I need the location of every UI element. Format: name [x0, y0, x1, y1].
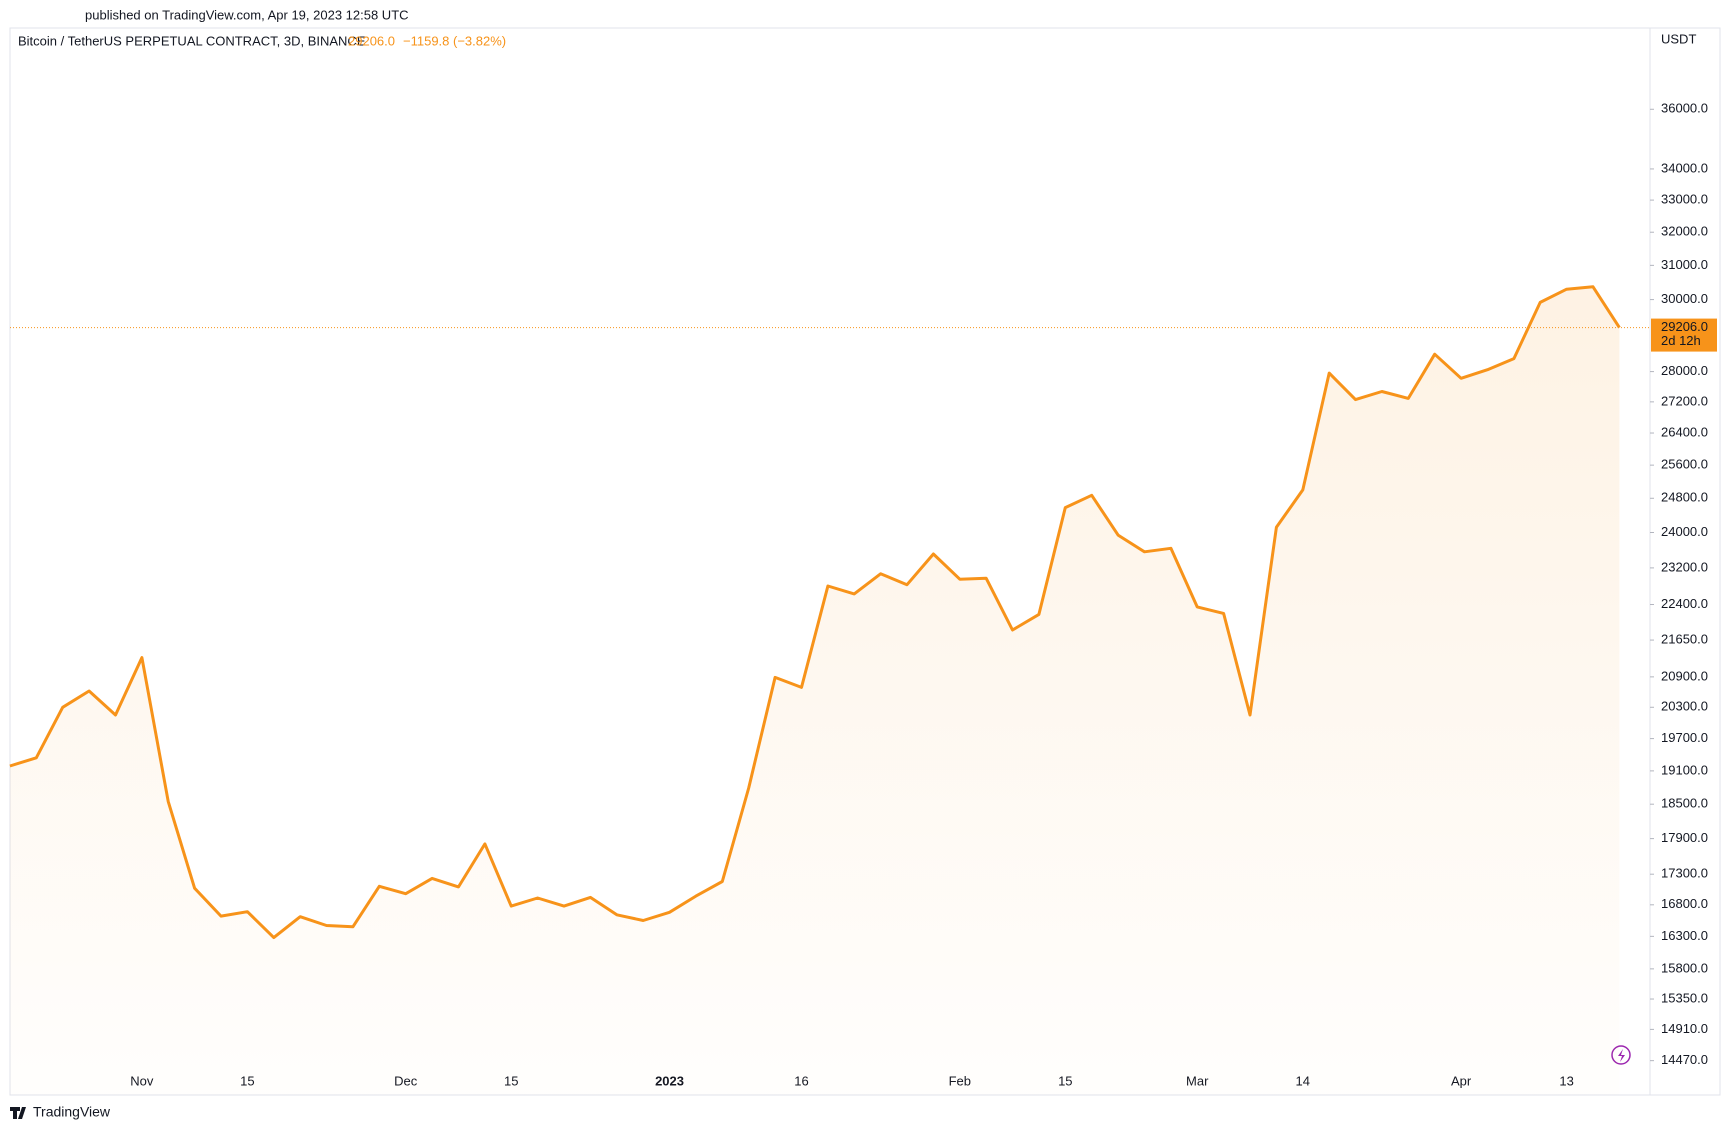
y-tick-label: 22400.0 — [1661, 596, 1708, 611]
y-tick-label: 15800.0 — [1661, 960, 1708, 975]
y-tick-label: 18500.0 — [1661, 796, 1708, 811]
y-tick-label: 21650.0 — [1661, 632, 1708, 647]
y-tick-label: 25600.0 — [1661, 457, 1708, 472]
price-line — [9, 285, 1621, 940]
legend-price: 29206.0 — [348, 33, 395, 48]
y-tick-label: 17900.0 — [1661, 830, 1708, 845]
y-tick-label: 32000.0 — [1661, 224, 1708, 239]
y-tick-label: 23200.0 — [1661, 559, 1708, 574]
y-tick-label: 16300.0 — [1661, 928, 1708, 943]
y-axis: 38000.0 36000.0 34000.0 33000.0 32000.0 31000… — [1650, 44, 1708, 1067]
brand-logo — [10, 1107, 26, 1119]
y-tick-label: 33000.0 — [1661, 192, 1708, 207]
y-tick-label: 20900.0 — [1661, 668, 1708, 683]
y-tick-label: 20300.0 — [1661, 699, 1708, 714]
legend-change: −1159.8 (−3.82%) — [403, 33, 506, 48]
y-tick-label: 38000.0 — [1661, 44, 1708, 59]
y-tick-label: 16800.0 — [1661, 896, 1708, 911]
y-tick-label: 24000.0 — [1661, 524, 1708, 539]
y-tick-label: 28000.0 — [1661, 363, 1708, 378]
y-tick-label: 14470.0 — [1661, 1052, 1708, 1067]
y-tick-label: 24800.0 — [1661, 490, 1708, 505]
published-note: published on TradingView.com, Apr 19, 20… — [85, 7, 409, 22]
currency-label: USDT — [1661, 31, 1696, 46]
y-tick-label: 19700.0 — [1661, 730, 1708, 745]
last-price-label: 29206.0 — [1661, 319, 1708, 334]
y-tick-label: 26400.0 — [1661, 424, 1708, 439]
y-tick-label: 34000.0 — [1661, 160, 1708, 175]
area-fill — [9, 286, 1620, 1096]
y-tick-label: 19100.0 — [1661, 762, 1708, 777]
y-tick-label: 15350.0 — [1661, 990, 1708, 1005]
y-tick-label: 30000.0 — [1661, 291, 1708, 306]
y-tick-label: 14910.0 — [1661, 1021, 1708, 1036]
countdown-label: 2d 12h — [1661, 333, 1701, 348]
y-tick-label: 17300.0 — [1661, 866, 1708, 881]
y-tick-label: 36000.0 — [1661, 101, 1708, 116]
brand-name: TradingView — [33, 1104, 111, 1120]
last-price-box — [1651, 318, 1717, 352]
symbol-title: Bitcoin / TetherUS PERPETUAL CONTRACT, 3… — [18, 33, 366, 48]
y-tick-label: 27200.0 — [1661, 393, 1708, 408]
y-tick-label: 31000.0 — [1661, 257, 1708, 272]
